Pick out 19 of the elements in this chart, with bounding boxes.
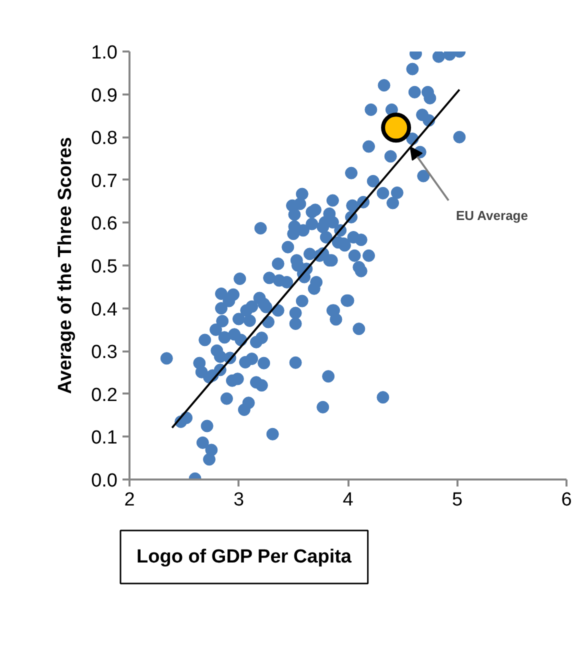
y-tick-label: 0.3 <box>91 342 118 364</box>
x-axis-title: Logo of GDP Per Capita <box>136 546 352 568</box>
y-tick-label: 0.5 <box>91 256 118 278</box>
y-tick-label: 0.2 <box>91 384 118 406</box>
y-tick-label: 0.1 <box>91 428 118 449</box>
y-tick-label: 1.0 <box>91 42 118 64</box>
x-tick-label: 4 <box>342 490 354 510</box>
x-tick-label: 2 <box>124 490 135 510</box>
x-tick-label: 3 <box>233 490 244 510</box>
x-tick-label: 5 <box>452 490 463 510</box>
y-axis-title: Average of the Three Scores <box>55 137 76 394</box>
y-tick-label: 0.0 <box>91 470 118 492</box>
y-tick-label: 0.9 <box>91 85 118 106</box>
y-tick-label: 0.6 <box>91 214 118 235</box>
y-tick-label: 0.8 <box>91 128 118 150</box>
y-tick-label: 0.4 <box>91 299 118 320</box>
x-tick-label: 6 <box>561 490 572 510</box>
annotation: EU Average <box>456 208 528 223</box>
y-tick-label: 0.7 <box>91 170 118 192</box>
